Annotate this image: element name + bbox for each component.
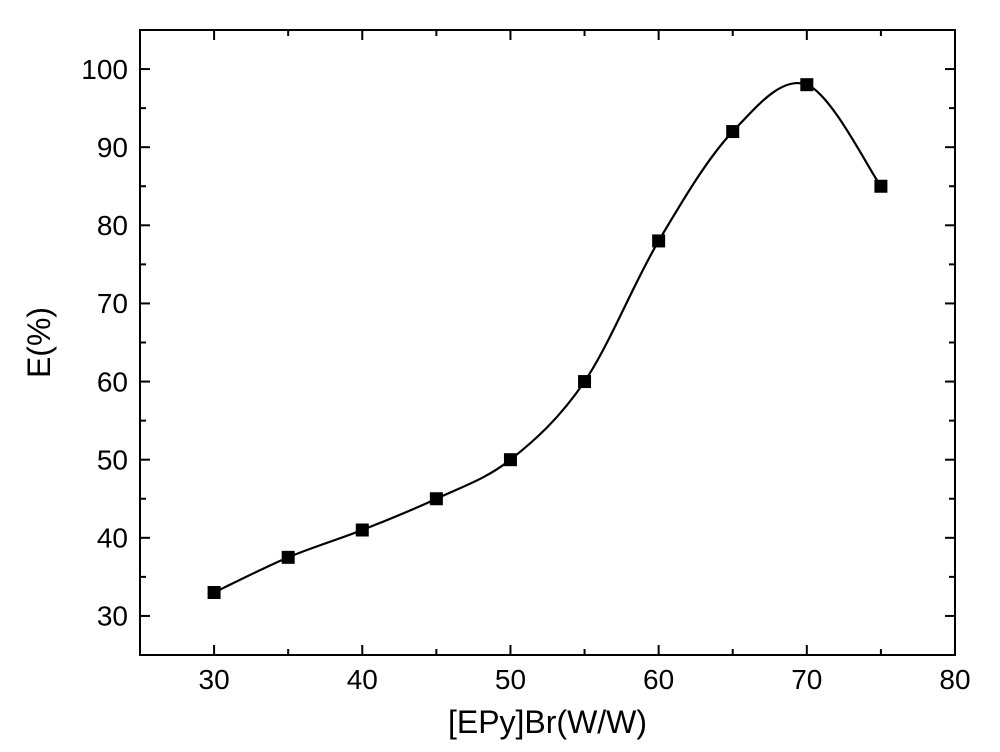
y-tick-label: 60 [97, 366, 128, 397]
x-tick-label: 80 [939, 664, 970, 695]
x-tick-label: 70 [791, 664, 822, 695]
y-axis-label: E(%) [21, 307, 57, 378]
data-marker [579, 376, 591, 388]
data-marker [430, 493, 442, 505]
x-tick-label: 50 [495, 664, 526, 695]
x-tick-label: 60 [643, 664, 674, 695]
data-marker [282, 551, 294, 563]
x-axis-label: [EPy]Br(W/W) [448, 704, 647, 740]
y-tick-label: 50 [97, 444, 128, 475]
x-tick-label: 30 [199, 664, 230, 695]
chart-container: 30 40 50 60 70 80 30 40 50 60 70 80 90 100 [EPy]Br(W/W… [0, 0, 1000, 752]
chart-svg: 30 40 50 60 70 80 30 40 50 60 70 80 90 100 [EPy]Br(W/W… [0, 0, 1000, 752]
data-marker [653, 235, 665, 247]
y-tick-label: 100 [81, 54, 128, 85]
data-marker [208, 587, 220, 599]
data-marker [504, 454, 516, 466]
x-tick-label: 40 [347, 664, 378, 695]
data-marker [356, 524, 368, 536]
y-tick-label: 70 [97, 288, 128, 319]
data-marker [727, 126, 739, 138]
y-tick-label: 30 [97, 601, 128, 632]
chart-background [0, 0, 1000, 752]
data-marker [801, 79, 813, 91]
y-tick-label: 40 [97, 523, 128, 554]
y-tick-label: 80 [97, 210, 128, 241]
y-tick-label: 90 [97, 132, 128, 163]
data-marker [875, 180, 887, 192]
